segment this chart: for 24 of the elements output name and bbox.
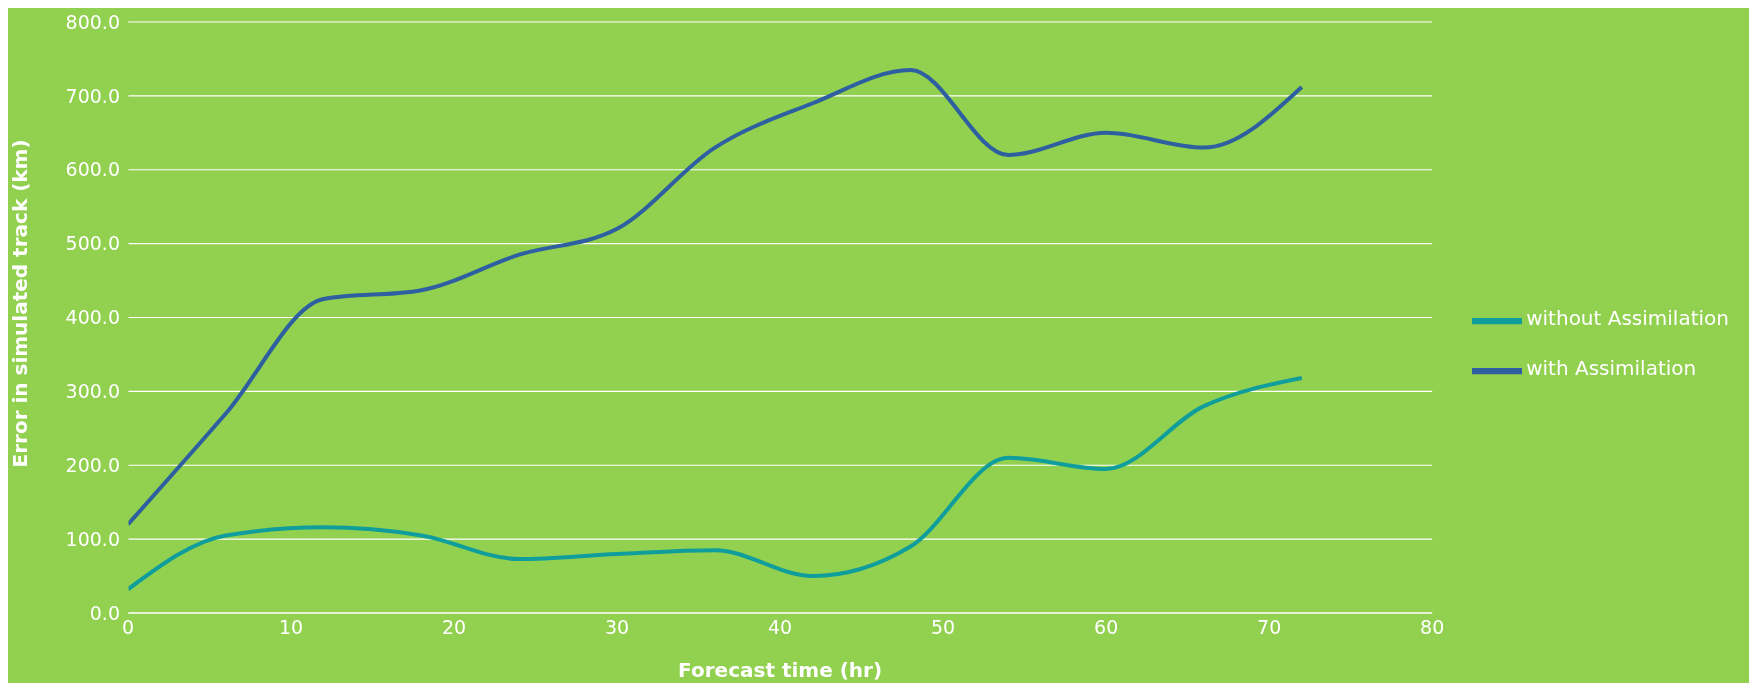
x-tick-label: 10 [278, 616, 304, 639]
legend-label: without Assimilation [1526, 306, 1729, 330]
x-tick-label: 80 [1420, 616, 1445, 639]
y-tick-label: 300.0 [65, 380, 120, 403]
x-tick-label: 60 [1094, 616, 1119, 639]
x-axis-title: Forecast time (hr) [678, 658, 883, 682]
x-tick-label: 0 [121, 616, 135, 639]
x-tick-label: 50 [931, 616, 956, 639]
x-tick-label: 20 [441, 616, 467, 639]
x-tick-label: 70 [1257, 616, 1282, 639]
legend-label: with Assimilation [1526, 356, 1697, 380]
y-tick-label: 600.0 [65, 158, 120, 181]
y-axis-title: Error in simulated track (km) [8, 139, 33, 468]
y-tick-label: 200.0 [65, 453, 120, 476]
y-tick-label: 500.0 [65, 232, 120, 255]
x-tick-label: 30 [604, 616, 630, 639]
y-tick-label: 700.0 [65, 84, 120, 107]
line-series [128, 68, 1304, 527]
x-tick-label: 40 [768, 616, 793, 639]
line-series [128, 376, 1304, 592]
y-tick-label: 400.0 [65, 306, 120, 329]
y-tick-label: 100.0 [65, 527, 120, 550]
y-tick-label: 0.0 [89, 601, 120, 624]
y-tick-label: 800.0 [65, 10, 120, 33]
